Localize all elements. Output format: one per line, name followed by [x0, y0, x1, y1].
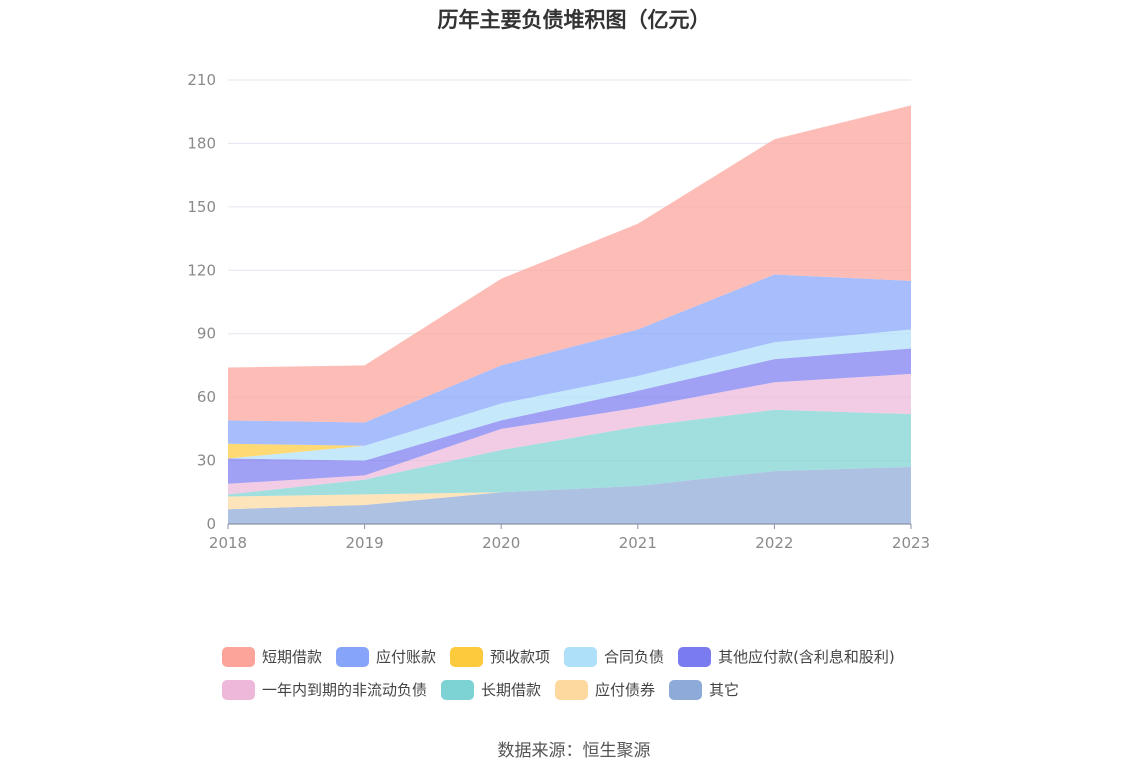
legend-swatch: [669, 679, 703, 700]
legend-item[interactable]: 合同负债: [564, 646, 664, 667]
legend-row: 短期借款 应付账款 预收款项 合同负债 其他应付款(含利息和股利): [222, 640, 982, 673]
legend-swatch: [678, 646, 712, 667]
legend-swatch: [450, 646, 484, 667]
legend-label: 应付账款: [376, 648, 437, 666]
y-tick-label: 30: [197, 452, 216, 470]
x-tick-label: 2021: [619, 534, 657, 552]
legend-label: 合同负债: [604, 648, 665, 666]
legend-item[interactable]: 短期借款: [222, 646, 322, 667]
area-series: [228, 409, 911, 497]
chart-title: 历年主要负债堆积图（亿元）: [437, 8, 711, 32]
x-tick-label: 2022: [755, 534, 793, 552]
area-series: [228, 105, 911, 423]
area-series: [228, 329, 911, 459]
legend-item[interactable]: 应付债券: [555, 679, 655, 700]
x-tick-label: 2018: [209, 534, 247, 552]
legend-item[interactable]: 其它: [669, 679, 739, 700]
chart-legend: 短期借款 应付账款 预收款项 合同负债 其他应付款(含利息和股利) 一年内到期的非流动负债…: [222, 640, 982, 706]
legend-item[interactable]: 应付账款: [336, 646, 436, 667]
legend-item[interactable]: 其他应付款(含利息和股利): [678, 646, 895, 667]
legend-label: 短期借款: [262, 648, 323, 666]
area-series: [228, 373, 911, 495]
legend-item[interactable]: 一年内到期的非流动负债: [222, 679, 427, 700]
legend-label: 一年内到期的非流动负债: [262, 681, 428, 699]
y-tick-label: 60: [197, 388, 216, 406]
legend-label: 其他应付款(含利息和股利): [718, 648, 895, 666]
area-series: [228, 466, 911, 524]
legend-swatch: [441, 679, 475, 700]
y-tick-label: 0: [206, 515, 216, 533]
y-tick-label: 180: [187, 134, 216, 152]
legend-label: 长期借款: [481, 681, 542, 699]
area-series: [228, 329, 911, 461]
legend-label: 应付债券: [595, 681, 656, 699]
legend-swatch: [336, 646, 370, 667]
legend-swatch: [555, 679, 589, 700]
legend-item[interactable]: 长期借款: [441, 679, 541, 700]
area-series: [228, 348, 911, 484]
data-source: 数据来源：恒生聚源: [497, 741, 651, 761]
x-tick-label: 2020: [482, 534, 520, 552]
legend-swatch: [222, 646, 255, 667]
stacked-area-chart: 0 30 60 90 120 150 180 210 2018 2019 2020 2021 2022 2…: [187, 71, 930, 552]
y-tick-label: 210: [187, 71, 216, 89]
legend-swatch: [564, 646, 598, 667]
legend-label: 其它: [709, 681, 740, 699]
y-tick-label: 120: [187, 261, 216, 279]
legend-swatch: [222, 679, 255, 700]
x-tick-label: 2019: [346, 534, 384, 552]
y-tick-label: 90: [197, 325, 216, 343]
legend-row: 一年内到期的非流动负债 长期借款 应付债券 其它: [222, 673, 982, 706]
y-tick-label: 150: [187, 198, 216, 216]
legend-item[interactable]: 预收款项: [450, 646, 550, 667]
area-series: [228, 466, 911, 510]
legend-label: 预收款项: [490, 648, 551, 666]
x-tick-label: 2023: [892, 534, 930, 552]
area-series: [228, 274, 911, 446]
